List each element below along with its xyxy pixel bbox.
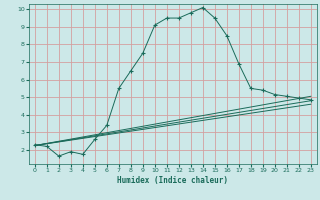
X-axis label: Humidex (Indice chaleur): Humidex (Indice chaleur) [117,176,228,185]
